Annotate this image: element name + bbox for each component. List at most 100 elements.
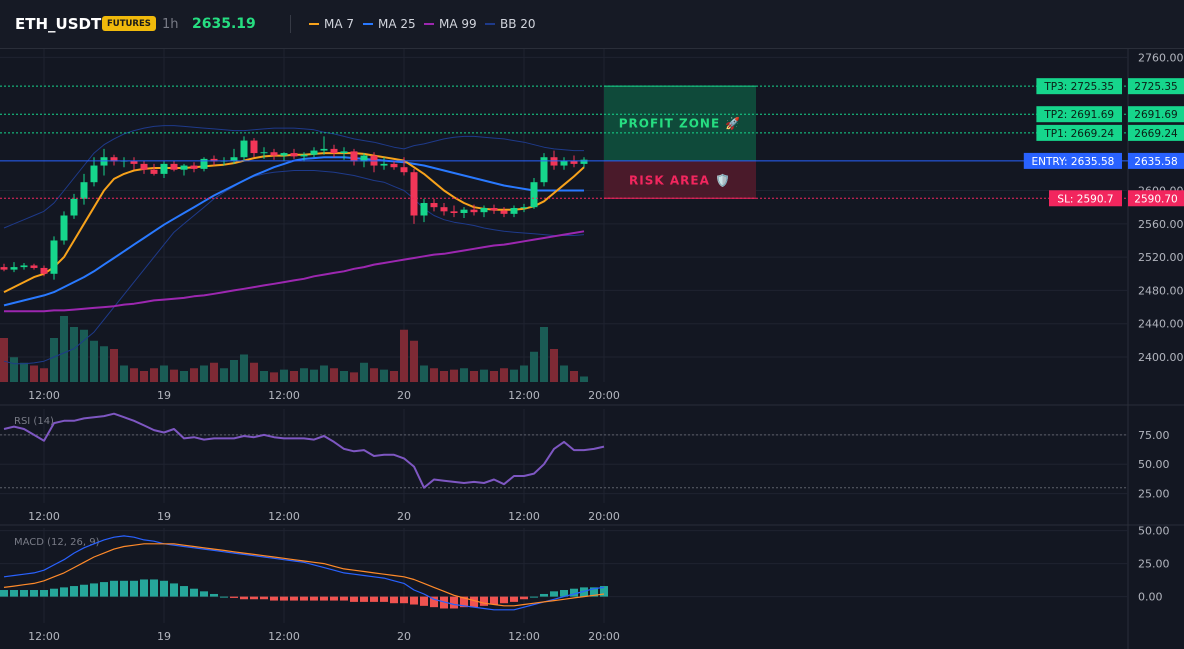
risk-zone-label: RISK AREA 🛡️	[629, 174, 731, 188]
candle-body	[340, 151, 348, 154]
macd-y-tick: 50.00	[1138, 525, 1170, 538]
macd-histogram-bar	[590, 587, 598, 597]
entry-axis-label: 2635.58	[1134, 156, 1177, 168]
macd-histogram-bar	[370, 596, 378, 602]
legend-ma25[interactable]: MA 25	[363, 0, 416, 48]
volume-bar	[230, 360, 238, 382]
sl-axis-label: 2590.70	[1134, 193, 1177, 205]
candle-body	[250, 140, 258, 154]
macd-histogram-bar	[330, 596, 338, 601]
legend-ma99-label: MA 99	[439, 17, 477, 31]
tp3-axis-bg	[1128, 78, 1184, 95]
candle-body	[520, 207, 528, 209]
macd-histogram-bar	[310, 596, 318, 601]
candle-body	[560, 160, 568, 166]
macd-histogram-bar	[410, 596, 418, 605]
macd-histogram-bar	[500, 596, 508, 604]
tp3-axis-label: 2725.35	[1134, 81, 1177, 93]
volume-bar	[340, 371, 348, 382]
candle-body	[360, 155, 368, 162]
volume-bar	[550, 349, 558, 382]
macd-x-tick: 12:00	[28, 630, 60, 643]
candle-body	[420, 203, 428, 216]
candle-body	[150, 169, 158, 174]
rsi-x-tick: 12:00	[508, 510, 540, 523]
rsi-y-tick: 75.00	[1138, 429, 1170, 442]
legend-ma25-label: MA 25	[378, 17, 416, 31]
symbol-label[interactable]: ETH_USDT	[15, 15, 102, 33]
candle-body	[400, 167, 408, 173]
macd-histogram-bar	[560, 590, 568, 597]
macd-histogram-bar	[480, 596, 488, 606]
volume-bar	[170, 369, 178, 382]
candle-body	[10, 267, 18, 270]
candle-body	[180, 165, 188, 170]
tp3-tag-bg	[1036, 78, 1122, 95]
volume-bar	[440, 371, 448, 382]
tp2-tag: TP2: 2691.69	[1043, 109, 1114, 121]
volume-bar	[270, 372, 278, 382]
macd-histogram-bar	[280, 596, 288, 601]
macd-signal-line	[3, 543, 605, 607]
sl-tag-bg	[1049, 190, 1122, 207]
candle-body	[170, 163, 178, 170]
macd-histogram-bar	[520, 596, 528, 600]
volume-bar	[60, 316, 68, 382]
legend-ma99-swatch	[424, 23, 434, 25]
macd-histogram-bar	[390, 596, 398, 604]
legend-ma99[interactable]: MA 99	[424, 0, 477, 48]
volume-bar	[470, 371, 478, 382]
volume-bar	[560, 365, 568, 382]
volume-bar	[450, 369, 458, 382]
candle-body	[510, 208, 518, 214]
chart-header: ETH_USDT FUTURES 1h 2635.19 MA 7 MA 25 M…	[0, 0, 1184, 49]
timeframe-label[interactable]: 1h	[162, 16, 179, 32]
candle-body	[160, 163, 168, 174]
volume-bar	[380, 369, 388, 382]
macd-histogram-bar	[150, 579, 158, 597]
price-x-tick: 12:00	[28, 389, 60, 402]
candle-body	[350, 151, 358, 162]
candle-body	[110, 157, 118, 162]
macd-histogram-bar	[140, 579, 148, 597]
candle-body	[310, 150, 318, 155]
candle-body	[490, 208, 498, 211]
volume-bar	[310, 369, 318, 382]
price-y-tick: 2400.00	[1138, 351, 1184, 364]
volume-bar	[300, 368, 308, 382]
volume-bar	[540, 327, 548, 382]
volume-bar	[150, 368, 158, 382]
rsi-title: RSI (14)	[14, 416, 54, 427]
price-y-tick: 2560.00	[1138, 218, 1184, 231]
tp3-tag: TP3: 2725.35	[1043, 81, 1114, 93]
macd-histogram-bar	[250, 596, 258, 600]
candle-body	[260, 152, 268, 154]
candle-body	[60, 215, 68, 241]
tp2-axis-label: 2691.69	[1134, 109, 1177, 121]
macd-title: MACD (12, 26, 9)	[14, 537, 100, 548]
volume-bar	[390, 371, 398, 382]
macd-histogram-bar	[80, 584, 88, 597]
macd-histogram-bar	[20, 590, 28, 597]
legend-ma7[interactable]: MA 7	[309, 0, 354, 48]
macd-histogram-bar	[540, 593, 548, 597]
tp1-axis-bg	[1128, 124, 1184, 141]
macd-histogram-bar	[240, 596, 248, 600]
legend-bb20[interactable]: BB 20	[485, 0, 536, 48]
volume-bar	[260, 371, 268, 382]
price-x-tick: 12:00	[268, 389, 300, 402]
sl-tag: SL: 2590.7	[1057, 193, 1113, 205]
candle-body	[80, 182, 88, 199]
candle-body	[90, 165, 98, 183]
candle-body	[410, 172, 418, 216]
price-x-tick: 12:00	[508, 389, 540, 402]
macd-histogram-bar	[40, 590, 48, 597]
volume-bar	[580, 376, 588, 382]
candle-body	[210, 158, 218, 162]
volume-bar	[110, 349, 118, 382]
entry-tag: ENTRY: 2635.58	[1031, 156, 1114, 168]
macd-histogram-bar	[0, 590, 8, 597]
candle-body	[40, 267, 48, 274]
tp2-tag-bg	[1036, 106, 1122, 123]
